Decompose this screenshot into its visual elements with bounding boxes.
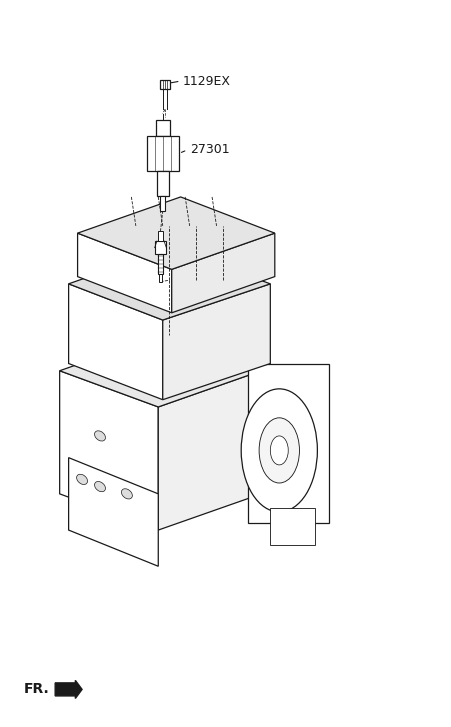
Circle shape — [259, 418, 299, 483]
Bar — [155, 241, 166, 254]
Polygon shape — [78, 233, 172, 313]
Ellipse shape — [95, 481, 106, 491]
FancyArrow shape — [55, 680, 82, 699]
Text: FR.: FR. — [24, 683, 50, 696]
Bar — [160, 80, 170, 89]
Bar — [160, 196, 166, 211]
Polygon shape — [69, 284, 163, 400]
Polygon shape — [60, 334, 262, 407]
Bar — [157, 171, 169, 196]
Bar — [158, 231, 162, 241]
Polygon shape — [248, 364, 329, 523]
Polygon shape — [172, 233, 275, 313]
Circle shape — [270, 436, 288, 465]
Polygon shape — [69, 248, 270, 320]
Polygon shape — [69, 458, 158, 566]
Ellipse shape — [95, 431, 106, 441]
Polygon shape — [163, 284, 270, 400]
Circle shape — [241, 389, 318, 512]
Bar — [270, 508, 315, 545]
Bar — [159, 274, 162, 281]
Bar — [158, 254, 163, 274]
Polygon shape — [78, 197, 275, 269]
Polygon shape — [158, 371, 262, 530]
Ellipse shape — [121, 489, 132, 499]
Text: 1129EX: 1129EX — [183, 75, 231, 87]
Bar — [147, 136, 179, 171]
Text: 27301: 27301 — [189, 143, 229, 156]
Text: 10930A: 10930A — [189, 238, 238, 251]
Bar — [156, 120, 170, 136]
Ellipse shape — [77, 474, 87, 484]
Polygon shape — [60, 371, 158, 530]
